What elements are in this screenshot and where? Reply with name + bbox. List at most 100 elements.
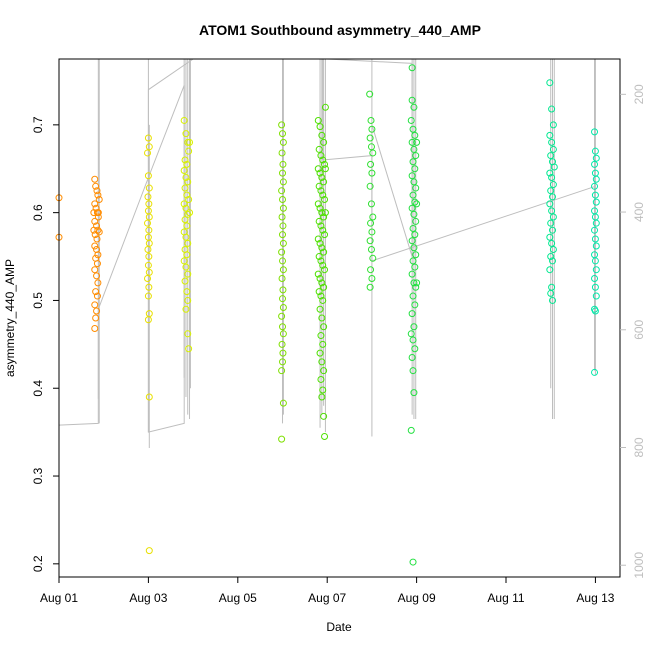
data-point xyxy=(318,209,326,217)
data-point xyxy=(368,125,376,133)
data-point xyxy=(367,266,375,274)
data-point xyxy=(591,191,599,199)
data-point xyxy=(407,426,415,434)
data-point xyxy=(366,134,374,142)
data-point xyxy=(315,288,323,296)
y-axis: 0.2 0.3 0.4 0.5 0.6 0.7 xyxy=(31,116,59,572)
data-point xyxy=(591,128,599,136)
data-point xyxy=(369,149,377,157)
data-points-layer xyxy=(55,64,600,566)
data-point xyxy=(279,303,287,311)
data-point xyxy=(547,152,555,160)
data-point xyxy=(549,296,557,304)
data-point xyxy=(548,239,556,247)
data-point xyxy=(549,145,557,153)
data-point xyxy=(314,270,322,278)
x-tick-label: Aug 11 xyxy=(487,591,524,605)
chart-title: ATOM1 Southbound asymmetry_440_AMP xyxy=(199,22,481,38)
data-point xyxy=(412,283,420,291)
data-point xyxy=(410,323,418,331)
data-point xyxy=(279,239,287,247)
data-point xyxy=(408,172,416,180)
data-point xyxy=(410,103,418,111)
data-point xyxy=(94,213,102,221)
data-point xyxy=(316,239,324,247)
data-point xyxy=(91,325,99,333)
data-point xyxy=(546,233,554,241)
data-point xyxy=(317,222,325,230)
data-point xyxy=(410,178,418,186)
data-point xyxy=(409,158,417,166)
data-point xyxy=(407,330,415,338)
right-y-tick-label: 1000 xyxy=(632,552,646,579)
data-point xyxy=(368,274,376,282)
data-point xyxy=(413,138,421,146)
data-point xyxy=(279,169,287,177)
data-point xyxy=(91,301,99,309)
data-point xyxy=(367,116,375,124)
data-point xyxy=(548,174,556,182)
data-point xyxy=(410,244,418,252)
data-point xyxy=(90,226,98,234)
data-point xyxy=(278,213,286,221)
data-point xyxy=(409,125,417,133)
data-point xyxy=(318,174,326,182)
data-point xyxy=(549,121,557,129)
data-point xyxy=(91,266,99,274)
data-point xyxy=(279,231,287,239)
data-point xyxy=(279,295,287,303)
data-point xyxy=(314,116,322,124)
data-point xyxy=(183,288,191,296)
data-point xyxy=(186,138,194,146)
data-point xyxy=(318,358,326,366)
data-point xyxy=(144,316,152,324)
data-point xyxy=(316,349,324,357)
data-point xyxy=(546,79,554,87)
data-point xyxy=(369,254,377,262)
y-axis-label: asymmetry_440_AMP xyxy=(3,259,17,377)
data-point xyxy=(410,279,418,287)
x-tick-label: Aug 05 xyxy=(219,591,257,605)
data-point xyxy=(95,195,103,203)
data-point xyxy=(279,358,287,366)
data-point xyxy=(315,217,323,225)
data-point xyxy=(145,268,153,276)
data-point xyxy=(93,292,101,300)
data-point xyxy=(279,257,287,265)
data-point xyxy=(94,191,102,199)
data-point xyxy=(411,165,419,173)
data-point xyxy=(321,103,329,111)
data-point xyxy=(548,105,556,113)
data-point xyxy=(410,389,418,397)
data-point xyxy=(591,283,599,291)
y-tick-label: 0.6 xyxy=(31,204,45,221)
x-axis-label: Date xyxy=(326,620,352,634)
data-point xyxy=(316,204,324,212)
data-point xyxy=(181,156,189,164)
plot-frame xyxy=(58,58,621,578)
data-point xyxy=(180,200,188,208)
data-point xyxy=(366,182,374,190)
data-point xyxy=(318,244,326,252)
data-point xyxy=(318,279,326,287)
data-point xyxy=(413,279,421,287)
data-point xyxy=(369,213,377,221)
data-point xyxy=(550,163,558,171)
x-axis: Aug 01 Aug 03 Aug 05 Aug 07 Aug 09 Aug 11 Aug … xyxy=(40,577,615,605)
data-point xyxy=(184,210,192,218)
data-point xyxy=(183,222,191,230)
data-point xyxy=(316,274,324,282)
data-point xyxy=(182,174,190,182)
data-point xyxy=(549,181,557,189)
data-point xyxy=(321,160,329,168)
data-point xyxy=(180,257,188,265)
data-point xyxy=(182,305,190,313)
data-point xyxy=(592,242,600,250)
data-point xyxy=(183,191,191,199)
data-point xyxy=(321,209,329,217)
data-point xyxy=(319,191,327,199)
data-point xyxy=(367,219,375,227)
data-point xyxy=(319,340,327,348)
data-point xyxy=(93,260,101,268)
data-point xyxy=(93,187,101,195)
